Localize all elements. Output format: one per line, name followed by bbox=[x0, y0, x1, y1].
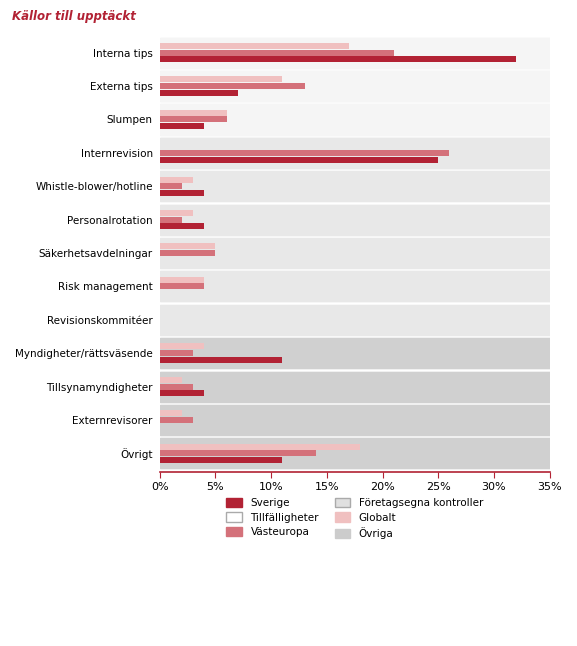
Bar bbox=[160, 210, 193, 216]
Bar bbox=[160, 171, 550, 202]
Bar bbox=[160, 284, 204, 289]
Bar bbox=[160, 176, 193, 183]
Bar bbox=[160, 271, 550, 302]
Bar bbox=[160, 384, 193, 390]
Bar bbox=[160, 405, 550, 435]
Bar bbox=[160, 71, 550, 101]
Bar bbox=[160, 171, 550, 202]
Bar bbox=[160, 244, 215, 249]
Bar bbox=[160, 216, 182, 223]
Bar bbox=[160, 305, 550, 335]
Bar bbox=[160, 43, 349, 49]
Bar bbox=[160, 183, 182, 189]
Bar bbox=[160, 305, 550, 335]
Bar bbox=[160, 377, 182, 383]
Bar bbox=[160, 238, 550, 268]
Bar bbox=[160, 405, 550, 435]
Bar bbox=[160, 357, 282, 363]
Bar bbox=[160, 390, 204, 396]
Bar bbox=[160, 238, 550, 268]
Bar bbox=[160, 205, 550, 234]
Bar bbox=[160, 190, 204, 196]
Bar bbox=[160, 105, 550, 134]
Bar bbox=[160, 205, 550, 234]
Bar bbox=[160, 116, 227, 123]
Bar bbox=[160, 271, 550, 302]
Bar bbox=[160, 338, 550, 368]
Bar bbox=[160, 50, 394, 56]
Bar bbox=[160, 71, 550, 101]
Legend: Sverige, Tillfälligheter, Västeuropa, Företagsegna kontroller, Globalt, Övriga: Sverige, Tillfälligheter, Västeuropa, Fö… bbox=[222, 494, 487, 543]
Bar bbox=[160, 371, 550, 402]
Bar bbox=[160, 37, 550, 68]
Bar bbox=[160, 156, 439, 163]
Bar bbox=[160, 105, 550, 134]
Bar bbox=[160, 344, 204, 349]
Bar bbox=[160, 138, 550, 168]
Bar bbox=[160, 371, 550, 402]
Bar bbox=[160, 138, 550, 168]
Bar bbox=[160, 338, 550, 368]
Bar bbox=[160, 438, 550, 468]
Bar bbox=[160, 56, 516, 63]
Bar bbox=[160, 457, 282, 463]
Bar bbox=[160, 410, 182, 416]
Bar bbox=[160, 444, 360, 450]
Bar bbox=[160, 90, 238, 96]
Bar bbox=[160, 83, 305, 89]
Bar bbox=[160, 110, 227, 116]
Bar bbox=[160, 350, 193, 356]
Bar bbox=[160, 224, 204, 229]
Bar bbox=[160, 276, 204, 283]
Bar bbox=[160, 450, 316, 456]
Bar bbox=[160, 150, 449, 156]
Bar bbox=[160, 417, 193, 423]
Text: Källor till upptäckt: Källor till upptäckt bbox=[12, 10, 136, 23]
Bar bbox=[160, 250, 215, 256]
Bar bbox=[160, 123, 204, 129]
Bar bbox=[160, 37, 550, 68]
Bar bbox=[160, 438, 550, 468]
Bar bbox=[160, 76, 282, 83]
